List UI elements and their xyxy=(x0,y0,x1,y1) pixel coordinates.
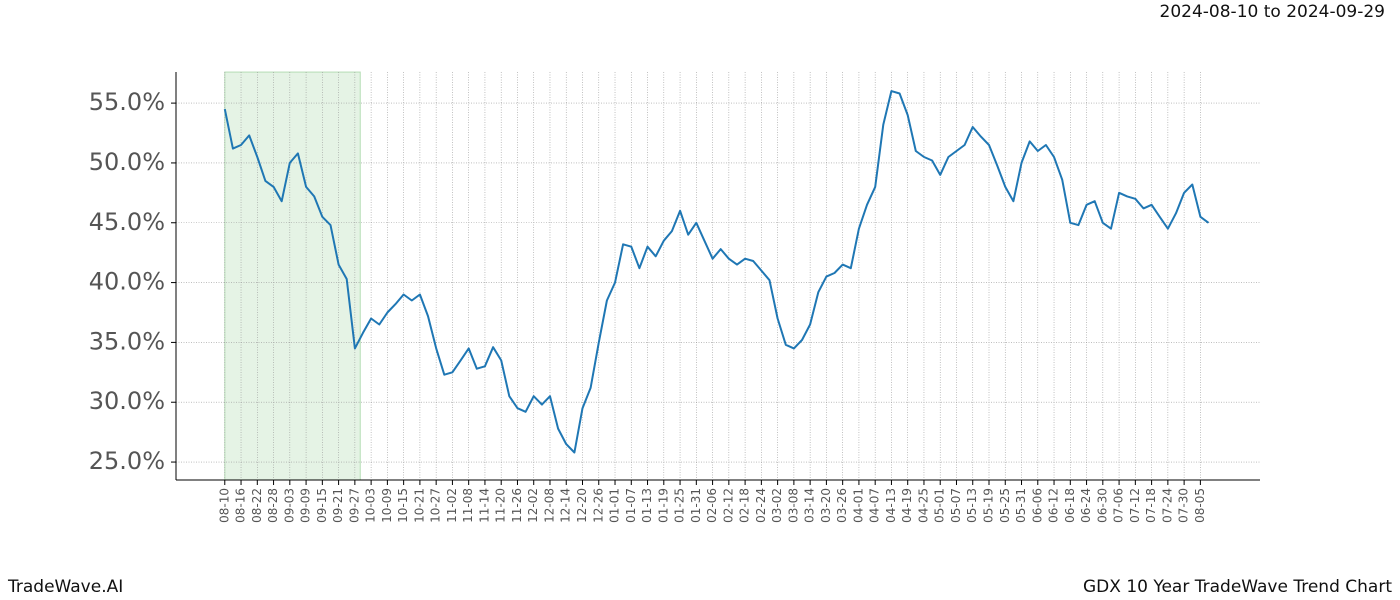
x-tick-label: 10-15 xyxy=(396,488,410,523)
brand: TradeWave.AI xyxy=(7,577,123,597)
x-tick-label: 10-21 xyxy=(412,488,426,523)
x-tick-label: 06-18 xyxy=(1063,488,1077,523)
x-tick-label: 05-13 xyxy=(965,488,979,523)
x-tick-label: 01-13 xyxy=(640,488,654,523)
x-tick-label: 05-01 xyxy=(933,488,947,523)
y-tick-label: 25.0% xyxy=(89,447,165,475)
y-tick-label: 40.0% xyxy=(89,268,165,296)
x-tick-label: 03-26 xyxy=(835,488,849,523)
x-tick-label: 03-20 xyxy=(819,488,833,523)
x-tick-label: 10-09 xyxy=(380,488,394,523)
x-tick-label: 09-09 xyxy=(299,488,313,523)
x-tick-label: 06-06 xyxy=(1030,488,1044,523)
x-tick-label: 11-14 xyxy=(477,488,491,523)
x-tick-label: 08-16 xyxy=(234,488,248,523)
x-tick-label: 03-08 xyxy=(786,488,800,523)
x-tick-label: 09-15 xyxy=(315,488,329,523)
line xyxy=(223,90,1210,454)
x-tick-label: 10-03 xyxy=(364,488,378,523)
x-tick-label: 04-13 xyxy=(884,488,898,523)
x-tick-label: 07-12 xyxy=(1128,488,1142,523)
x-tick-label: 09-03 xyxy=(282,488,296,523)
x-tick-label: 07-18 xyxy=(1144,488,1158,523)
chart-title: GDX 10 Year TradeWave Trend Chart xyxy=(1083,577,1392,597)
chart-subtitle: 2024-08-10 to 2024-09-29 xyxy=(1160,2,1385,22)
y-tick-label: 50.0% xyxy=(89,148,165,176)
x-tick-label: 10-27 xyxy=(429,488,443,523)
x-tick-label: 04-25 xyxy=(916,488,930,523)
x-tick-label: 01-19 xyxy=(656,488,670,523)
x-tick-label: 06-30 xyxy=(1095,488,1109,523)
x-tick-label: 04-01 xyxy=(851,488,865,523)
x-tick-label: 07-24 xyxy=(1160,488,1174,523)
y-tick-label: 45.0% xyxy=(89,208,165,236)
x-tick-label: 06-24 xyxy=(1079,488,1093,523)
x-tick-label: 12-14 xyxy=(559,488,573,523)
x-tick-label: 02-18 xyxy=(738,488,752,523)
x-tick-label: 07-06 xyxy=(1112,488,1126,523)
x-tick-label: 09-21 xyxy=(331,488,345,523)
x-tick-label: 12-20 xyxy=(575,488,589,523)
x-tick-label: 05-07 xyxy=(949,488,963,523)
x-tick-label: 05-31 xyxy=(1014,488,1028,523)
x-tick-label: 11-26 xyxy=(510,488,524,523)
y-tick-label: 55.0% xyxy=(89,88,165,116)
x-tick-label: 01-01 xyxy=(608,488,622,523)
x-tick-label: 02-06 xyxy=(705,488,719,523)
highlight-span xyxy=(224,71,361,481)
x-tick-label: 02-12 xyxy=(721,488,735,523)
x-tick-label: 11-02 xyxy=(445,488,459,523)
x-tick-label: 04-07 xyxy=(868,488,882,523)
y-tick-label: 30.0% xyxy=(89,387,165,415)
x-tick-label: 07-30 xyxy=(1177,488,1191,523)
x-tick-label: 08-28 xyxy=(266,488,280,523)
x-tick-label: 08-05 xyxy=(1193,488,1207,523)
x-tick-label: 05-19 xyxy=(982,488,996,523)
x-tick-label: 12-26 xyxy=(591,488,605,523)
y-tick-label: 35.0% xyxy=(89,327,165,355)
x-tick-label: 03-14 xyxy=(803,488,817,523)
x-tick-label: 11-20 xyxy=(494,488,508,523)
x-tick-label: 08-22 xyxy=(250,488,264,523)
x-tick-label: 02-24 xyxy=(754,488,768,523)
x-tick-label: 09-27 xyxy=(347,488,361,523)
x-tick-label: 11-08 xyxy=(461,488,475,523)
x-tick-label: 01-07 xyxy=(624,488,638,523)
x-tick-label: 12-08 xyxy=(542,488,556,523)
x-tick-label: 01-31 xyxy=(689,488,703,523)
x-tick-label: 05-25 xyxy=(998,488,1012,523)
x-tick-label: 12-02 xyxy=(526,488,540,523)
x-tick-label: 04-19 xyxy=(900,488,914,523)
x-tick-label: 03-02 xyxy=(770,488,784,523)
x-tick-label: 06-12 xyxy=(1047,488,1061,523)
x-tick-label: 08-10 xyxy=(217,488,231,523)
x-tick-label: 01-25 xyxy=(673,488,687,523)
